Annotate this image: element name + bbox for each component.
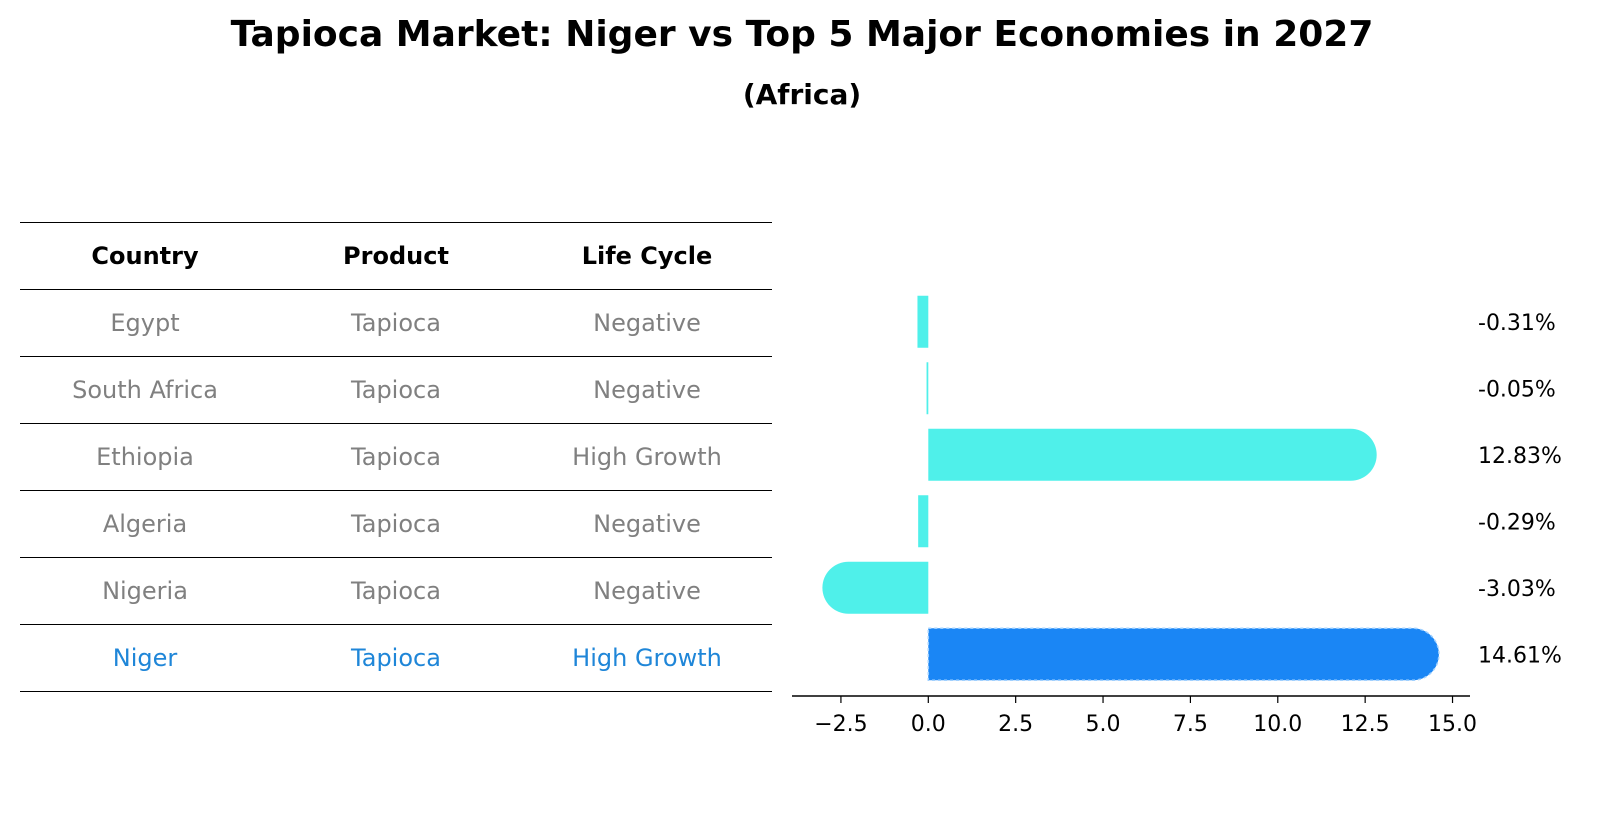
bar-egypt (917, 295, 929, 348)
product-cell: Tapioca (351, 443, 441, 471)
chart-title: Tapioca Market: Niger vs Top 5 Major Eco… (230, 14, 1374, 55)
x-tick-label: 15.0 (1428, 712, 1477, 737)
life-cycle-cell: High Growth (572, 644, 722, 672)
value-label: 12.83% (1478, 444, 1562, 469)
country-cell: Ethiopia (96, 443, 194, 471)
header-country: Country (91, 242, 199, 270)
x-tick-label: 10.0 (1253, 712, 1302, 737)
life-cycle-cell: Negative (593, 577, 701, 605)
bar-south-africa (926, 362, 929, 415)
bar-algeria (918, 495, 929, 548)
country-cell: South Africa (72, 376, 218, 404)
life-cycle-cell: Negative (593, 376, 701, 404)
bar-niger (927, 627, 1440, 681)
header-life-cycle: Life Cycle (581, 242, 713, 270)
product-cell: Tapioca (351, 376, 441, 404)
table-row: Algeria Tapioca Negative (20, 490, 772, 557)
x-tick-label: 12.5 (1341, 712, 1390, 737)
country-cell: Nigeria (102, 577, 188, 605)
x-tick-label: −2.5 (814, 712, 867, 737)
country-cell: Egypt (110, 309, 180, 337)
life-cycle-cell: Negative (593, 510, 701, 538)
table-row: South Africa Tapioca Negative (20, 356, 772, 423)
value-label: -3.03% (1478, 577, 1556, 602)
table-row-highlighted: Niger Tapioca High Growth (20, 624, 772, 692)
x-tick-label: 7.5 (1173, 712, 1208, 737)
country-cell: Niger (112, 644, 178, 672)
table-row: Ethiopia Tapioca High Growth (20, 423, 772, 490)
data-table: Country Product Life Cycle Egypt Tapioca… (20, 222, 772, 692)
product-cell: Tapioca (351, 510, 441, 538)
table-header-row: Country Product Life Cycle (20, 222, 772, 289)
value-label: 14.61% (1478, 643, 1562, 668)
chart-subtitle: (Africa) (742, 78, 862, 111)
value-label: -0.05% (1478, 377, 1556, 402)
header-product: Product (343, 242, 449, 270)
product-cell: Tapioca (351, 644, 441, 672)
value-label: -0.31% (1478, 311, 1556, 336)
x-tick-label: 2.5 (998, 712, 1033, 737)
country-cell: Algeria (102, 510, 188, 538)
table-row: Nigeria Tapioca Negative (20, 557, 772, 624)
product-cell: Tapioca (351, 577, 441, 605)
bar-nigeria (822, 561, 929, 614)
product-cell: Tapioca (351, 309, 441, 337)
value-label: -0.29% (1478, 510, 1556, 535)
table-row: Egypt Tapioca Negative (20, 289, 772, 356)
x-tick-label: 0.0 (911, 712, 946, 737)
life-cycle-cell: Negative (593, 309, 701, 337)
x-tick-label: 5.0 (1086, 712, 1121, 737)
life-cycle-cell: High Growth (572, 443, 722, 471)
bar-ethiopia (928, 428, 1377, 481)
